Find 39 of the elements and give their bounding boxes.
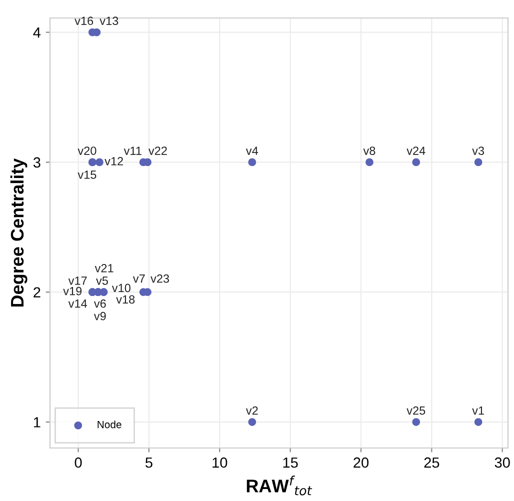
annotation: v23 — [150, 274, 170, 283]
annotation: v2 — [246, 406, 258, 415]
annotation: v7 — [132, 274, 145, 283]
y-tick-label: 3 — [33, 157, 40, 168]
x-tick-label: 15 — [283, 458, 298, 468]
annotation: v13 — [100, 16, 118, 26]
x-tick-label: 20 — [354, 457, 369, 468]
annotation: v12 — [104, 157, 123, 166]
annotation: v19 — [63, 286, 82, 296]
annotation: v8 — [363, 146, 376, 155]
annotation: v17 — [68, 276, 87, 285]
annotation: v4 — [246, 146, 258, 155]
y-axis-title: Degree Centrality — [10, 158, 28, 307]
legend-label: Node — [98, 420, 122, 428]
x-tick-label: 10 — [212, 457, 228, 468]
annotation: v15 — [78, 170, 96, 179]
y-tick-label: 2 — [34, 287, 40, 298]
x-axis-title: RAW$^{f}$$_{tot}$ — [246, 476, 312, 496]
y-tick-label: 4 — [33, 28, 41, 38]
y-tick-label: 1 — [34, 417, 40, 428]
x-tick-label: 25 — [424, 457, 440, 468]
annotation: v20 — [78, 146, 96, 155]
annotation: v1 — [472, 406, 484, 415]
annotation: v5 — [96, 276, 108, 285]
annotation: v22 — [148, 146, 167, 155]
annotation: v16 — [74, 16, 94, 26]
annotation: v25 — [406, 406, 426, 415]
annotation: v9 — [94, 312, 106, 320]
annotation: v21 — [94, 264, 114, 272]
x-tick-label: 0 — [74, 457, 82, 468]
x-tick-label: 30 — [494, 457, 510, 468]
annotation: v10 — [112, 284, 130, 292]
annotation: v11 — [124, 146, 142, 155]
annotation: v3 — [472, 146, 484, 155]
x-tick-label: 5 — [145, 458, 152, 468]
annotation: v18 — [116, 295, 135, 304]
annotation: v14 — [68, 300, 87, 308]
annotation: v6 — [94, 299, 106, 308]
annotation: v24 — [406, 146, 426, 155]
